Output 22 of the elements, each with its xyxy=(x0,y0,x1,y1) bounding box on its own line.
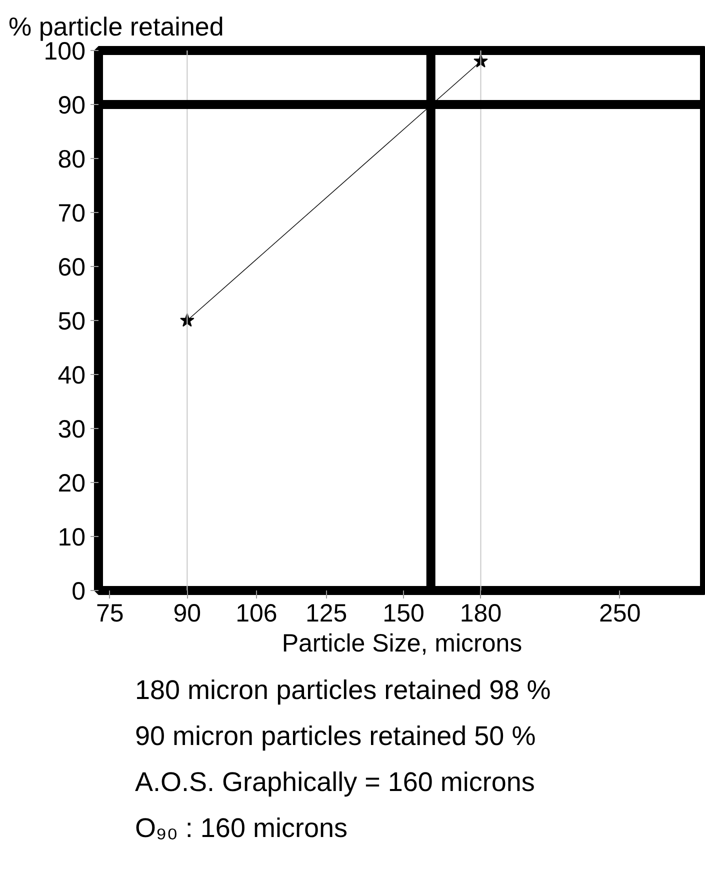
x-tick-label: 125 xyxy=(305,600,348,628)
text: 180 micron particles retained 98 % xyxy=(135,674,551,707)
y-tick-label: 70 xyxy=(58,200,86,228)
x-tick-label: 150 xyxy=(382,600,424,628)
x-tick-label: 75 xyxy=(96,600,124,628)
y-tick-label: 10 xyxy=(58,524,86,552)
y-tick-label: 20 xyxy=(58,470,86,498)
y-tick-label: 60 xyxy=(58,254,86,282)
text: A.O.S. Graphically = 160 microns xyxy=(135,766,536,799)
y-tick-label: 30 xyxy=(58,416,86,444)
x-tick-label: 90 xyxy=(173,600,202,628)
x-axis-title: Particle Size, microns xyxy=(282,630,522,658)
text: O₉₀ : 160 microns xyxy=(135,812,348,845)
y-tick-label: 80 xyxy=(58,146,86,174)
x-tick-label: 106 xyxy=(236,600,278,628)
y-tick-label: 50 xyxy=(58,308,86,336)
text: 90 micron particles retained 50 % xyxy=(135,720,537,753)
x-tick-label: 180 xyxy=(460,600,502,628)
y-tick-label: 40 xyxy=(58,362,86,390)
y-tick-label: 90 xyxy=(58,92,86,120)
y-tick-label: 0 xyxy=(72,578,86,606)
x-tick-label: 250 xyxy=(599,600,641,628)
